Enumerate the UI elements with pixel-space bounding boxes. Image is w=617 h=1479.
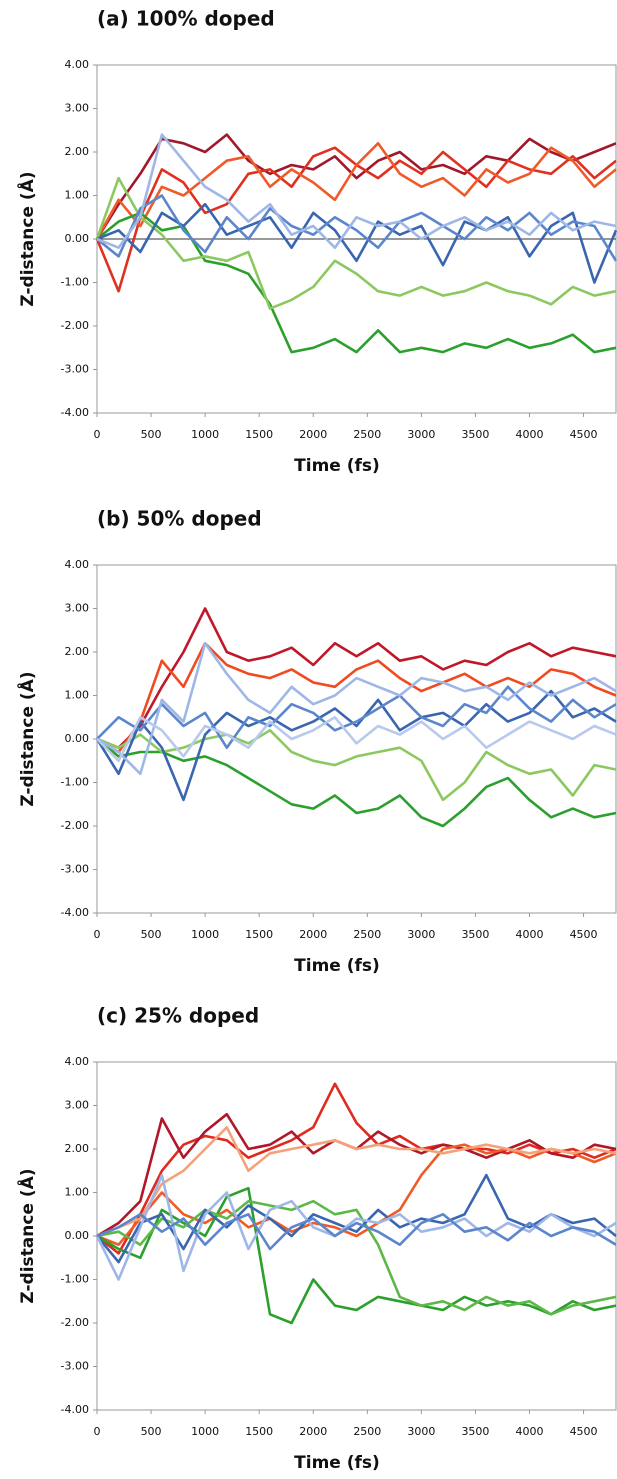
series-line bbox=[96, 194, 617, 262]
y-tick-label: 4.00 bbox=[65, 1055, 90, 1068]
x-tick-label: 3000 bbox=[407, 428, 435, 441]
x-axis-title: Time (fs) bbox=[294, 956, 380, 976]
plot-frame bbox=[96, 564, 617, 914]
y-tick-label: 2.00 bbox=[65, 1142, 90, 1155]
series-line bbox=[96, 1186, 617, 1325]
y-tick-label: -4.00 bbox=[61, 406, 89, 419]
x-tick-label: 4000 bbox=[516, 428, 544, 441]
y-tick-label: 3.00 bbox=[65, 102, 90, 115]
x-tick-label: 1000 bbox=[191, 1425, 219, 1438]
x-tick-label: 2500 bbox=[353, 428, 381, 441]
x-tick-label: 3500 bbox=[461, 1425, 489, 1438]
series-line bbox=[96, 133, 617, 249]
x-axis-title: Time (fs) bbox=[294, 1453, 380, 1473]
x-tick-label: 1000 bbox=[191, 428, 219, 441]
x-tick-label: 1000 bbox=[191, 928, 219, 941]
y-tick-label: 1.00 bbox=[65, 189, 90, 202]
y-tick-label: 1.00 bbox=[65, 689, 90, 702]
x-tick-label: 4000 bbox=[516, 928, 544, 941]
series-line bbox=[95, 1173, 617, 1264]
series-line bbox=[95, 142, 617, 240]
y-axis-title: Z-distance (Å) bbox=[15, 671, 38, 806]
y-tick-label: 3.00 bbox=[65, 602, 90, 615]
series-line bbox=[96, 1143, 617, 1246]
x-tick-label: 2500 bbox=[353, 1425, 381, 1438]
x-axis-title: Time (fs) bbox=[294, 456, 380, 476]
series-line bbox=[96, 716, 617, 763]
x-tick-label: 500 bbox=[141, 928, 162, 941]
series-line bbox=[96, 1213, 617, 1251]
y-tick-label: 1.00 bbox=[65, 1186, 90, 1199]
y-tick-label: -2.00 bbox=[61, 819, 89, 832]
series-line bbox=[95, 689, 617, 802]
y-axis-title: Z-distance (Å) bbox=[15, 1168, 38, 1303]
x-tick-label: 3000 bbox=[407, 1425, 435, 1438]
y-tick-label: -3.00 bbox=[61, 363, 89, 376]
y-tick-label: -1.00 bbox=[61, 776, 89, 789]
x-tick-label: 500 bbox=[141, 428, 162, 441]
series-line bbox=[96, 737, 617, 828]
y-tick-label: 0.00 bbox=[65, 732, 90, 745]
y-tick-label: -4.00 bbox=[61, 906, 89, 919]
x-tick-label: 2000 bbox=[299, 428, 327, 441]
x-tick-label: 4500 bbox=[570, 1425, 598, 1438]
x-tick-label: 4000 bbox=[516, 1425, 544, 1438]
y-tick-label: -3.00 bbox=[61, 1360, 89, 1373]
x-tick-label: 2000 bbox=[299, 928, 327, 941]
x-tick-label: 0 bbox=[94, 928, 101, 941]
y-axis-title: Z-distance (Å) bbox=[15, 171, 38, 306]
x-tick-label: 3500 bbox=[461, 928, 489, 941]
series-line bbox=[96, 642, 617, 754]
series-line bbox=[95, 133, 617, 240]
x-tick-label: 0 bbox=[94, 428, 101, 441]
x-tick-label: 1500 bbox=[245, 1425, 273, 1438]
series-line bbox=[96, 642, 617, 776]
series-line bbox=[95, 176, 617, 310]
y-tick-label: 2.00 bbox=[65, 145, 90, 158]
series-line bbox=[96, 202, 617, 284]
series-line bbox=[96, 729, 617, 802]
y-tick-label: 4.00 bbox=[65, 58, 90, 71]
x-tick-label: 0 bbox=[94, 1425, 101, 1438]
x-tick-label: 2000 bbox=[299, 1425, 327, 1438]
x-tick-label: 2500 bbox=[353, 928, 381, 941]
y-tick-label: -3.00 bbox=[61, 863, 89, 876]
y-tick-label: -1.00 bbox=[61, 276, 89, 289]
y-tick-label: 0.00 bbox=[65, 232, 90, 245]
y-tick-label: -2.00 bbox=[61, 319, 89, 332]
x-tick-label: 4500 bbox=[570, 928, 598, 941]
x-tick-label: 4500 bbox=[570, 428, 598, 441]
series-line bbox=[96, 685, 617, 749]
y-tick-label: -2.00 bbox=[61, 1316, 89, 1329]
x-tick-label: 3000 bbox=[407, 928, 435, 941]
series-line bbox=[96, 1199, 617, 1316]
chart-title: (a) 100% doped bbox=[97, 7, 275, 31]
series-line bbox=[95, 1173, 617, 1281]
series-line bbox=[96, 607, 617, 749]
x-tick-label: 1500 bbox=[245, 928, 273, 941]
series-line bbox=[96, 211, 617, 354]
y-tick-label: -4.00 bbox=[61, 1403, 89, 1416]
chart-title: (b) 50% doped bbox=[97, 507, 262, 531]
series-line bbox=[96, 1082, 617, 1255]
x-tick-label: 1500 bbox=[245, 428, 273, 441]
y-tick-label: -1.00 bbox=[61, 1273, 89, 1286]
y-tick-label: 3.00 bbox=[65, 1099, 90, 1112]
x-tick-label: 500 bbox=[141, 1425, 162, 1438]
x-tick-label: 3500 bbox=[461, 428, 489, 441]
y-tick-label: 0.00 bbox=[65, 1229, 90, 1242]
y-tick-label: 4.00 bbox=[65, 558, 90, 571]
series-line bbox=[96, 1126, 617, 1238]
y-tick-label: 2.00 bbox=[65, 645, 90, 658]
chart-title: (c) 25% doped bbox=[97, 1004, 259, 1028]
